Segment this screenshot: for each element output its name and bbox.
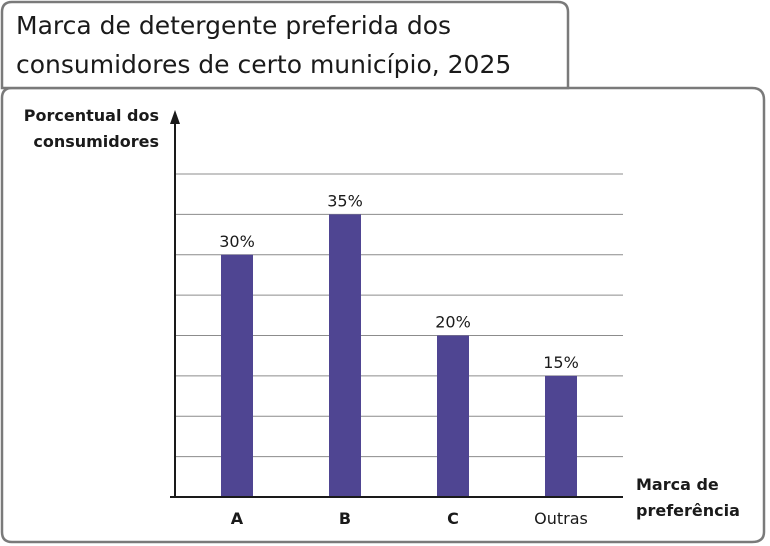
bar-c: [437, 335, 469, 497]
y-axis-arrow-icon: [170, 110, 180, 124]
value-label-a: 30%: [219, 232, 255, 251]
y-axis-title-line-2: consumidores: [33, 132, 159, 151]
title-tab: [0, 0, 570, 90]
category-label-c: C: [447, 509, 459, 528]
value-label-c: 20%: [435, 313, 471, 332]
x-axis-title-line-2: preferência: [636, 501, 740, 520]
chart-frame: [0, 86, 766, 544]
bar-a: [221, 254, 253, 497]
category-label-a: A: [231, 509, 244, 528]
category-label-b: B: [339, 509, 351, 528]
x-axis-title-line-1: Marca de: [636, 475, 719, 494]
y-axis-title-line-1: Porcentual dos: [24, 106, 159, 125]
category-label-outras: Outras: [534, 509, 588, 528]
chart-title-line-2: consumidores de certo município, 2025: [16, 50, 511, 79]
value-label-outras: 15%: [543, 353, 579, 372]
bar-outras: [545, 375, 577, 497]
bar-b: [329, 214, 361, 497]
value-label-b: 35%: [327, 191, 363, 210]
chart-title-line-1: Marca de detergente preferida dos: [16, 11, 451, 40]
bars: 30% A 35% B 20% C 15% Outras: [219, 191, 588, 528]
